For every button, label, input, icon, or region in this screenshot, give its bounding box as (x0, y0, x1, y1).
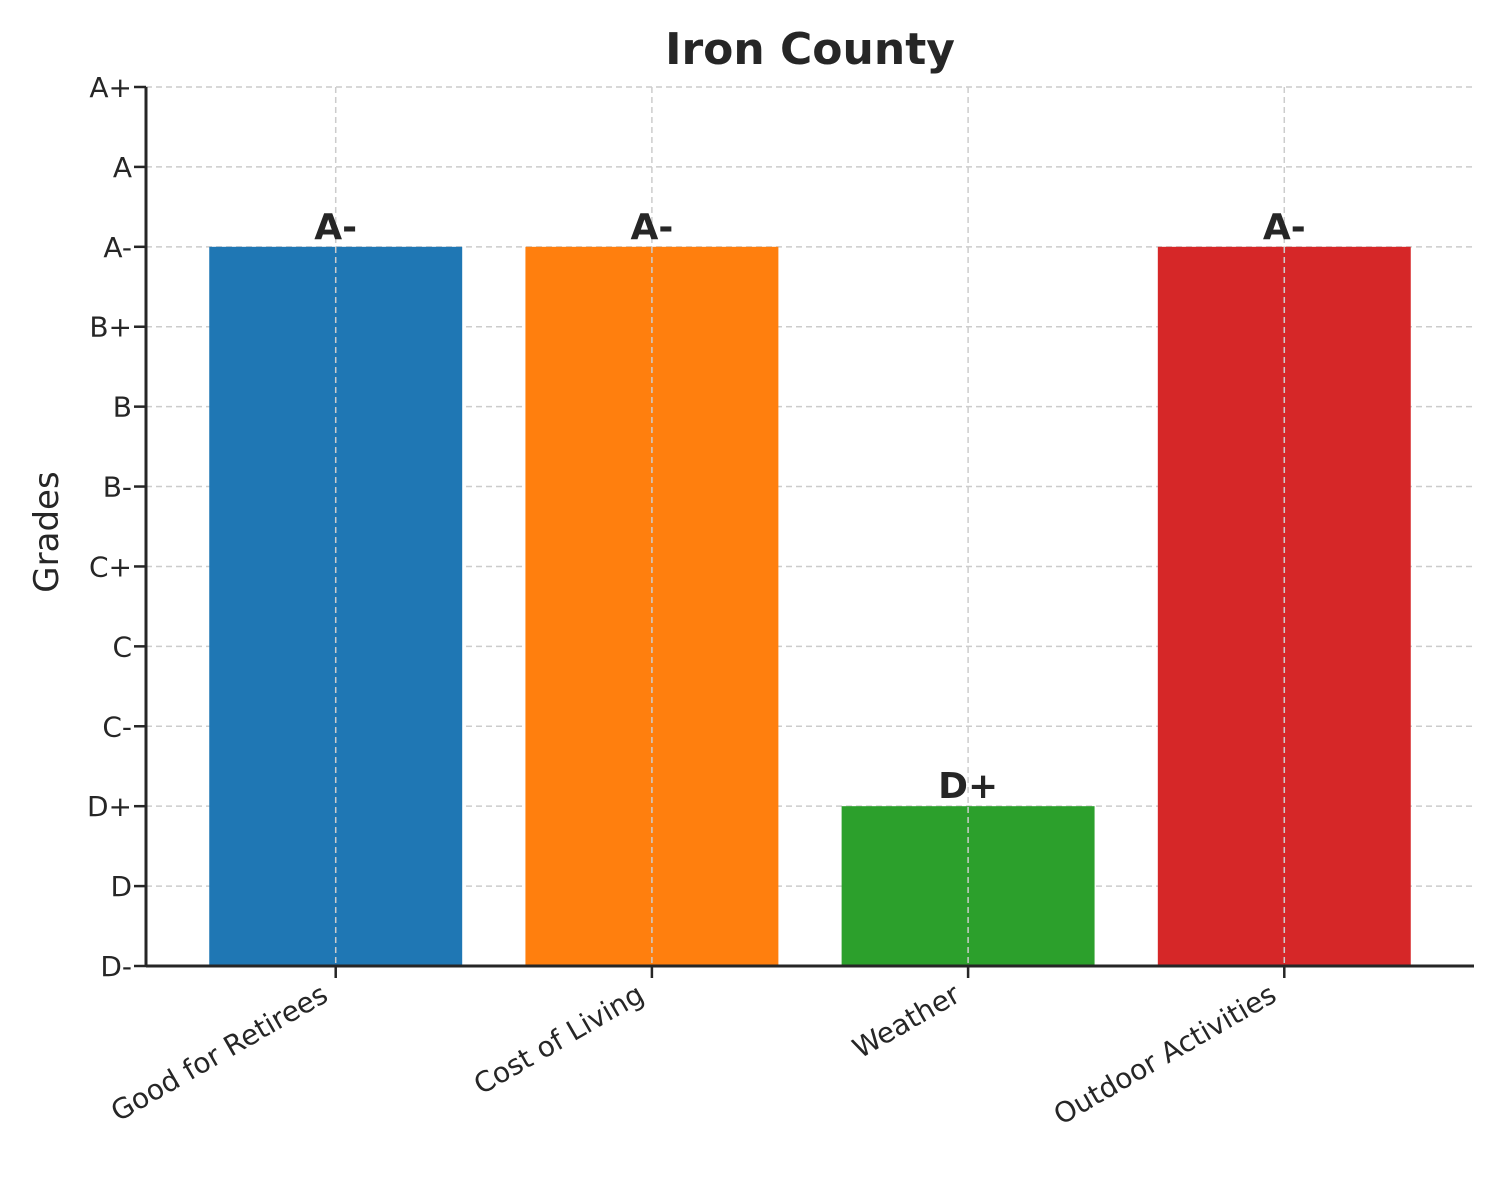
x-ticks: Good for Retirees Cost of Living Weather Ou… (105, 966, 1286, 1132)
y-tick-label: C- (102, 710, 132, 743)
bars (209, 246, 1411, 966)
y-axis-label: Grades (27, 471, 67, 592)
x-tick-label: Weather (847, 977, 966, 1065)
y-tick-label: A- (103, 231, 132, 264)
data-label: A- (314, 207, 357, 248)
y-tick-label: D- (100, 950, 132, 983)
x-tick-label: Cost of Living (468, 977, 649, 1101)
chart-title: Iron County (665, 24, 955, 75)
data-label: A- (630, 207, 673, 248)
y-tick-label: B- (103, 471, 132, 504)
y-tick-label: B+ (89, 311, 132, 344)
bar (209, 246, 463, 966)
data-label: D+ (938, 766, 998, 807)
x-tick-label: Outdoor Activities (1048, 977, 1282, 1131)
data-label: A- (1263, 207, 1306, 248)
bar (1157, 246, 1411, 966)
y-tick-label: D (110, 870, 132, 903)
y-tick-label: A+ (89, 71, 132, 104)
y-ticks: D- D D+ C- C C+ B- B B+ A- A A+ (87, 71, 146, 983)
y-tick-label: A (113, 151, 132, 184)
y-tick-label: C+ (89, 550, 132, 583)
y-tick-label: B (113, 391, 132, 424)
bar (525, 246, 779, 966)
axes (144, 87, 1474, 968)
data-labels: A- A- D+ A- (314, 207, 1305, 807)
vertical-grid-lines (334, 87, 1286, 966)
x-tick-label: Good for Retirees (105, 977, 333, 1128)
y-tick-label: D+ (87, 790, 132, 823)
y-tick-label: C (112, 630, 132, 663)
